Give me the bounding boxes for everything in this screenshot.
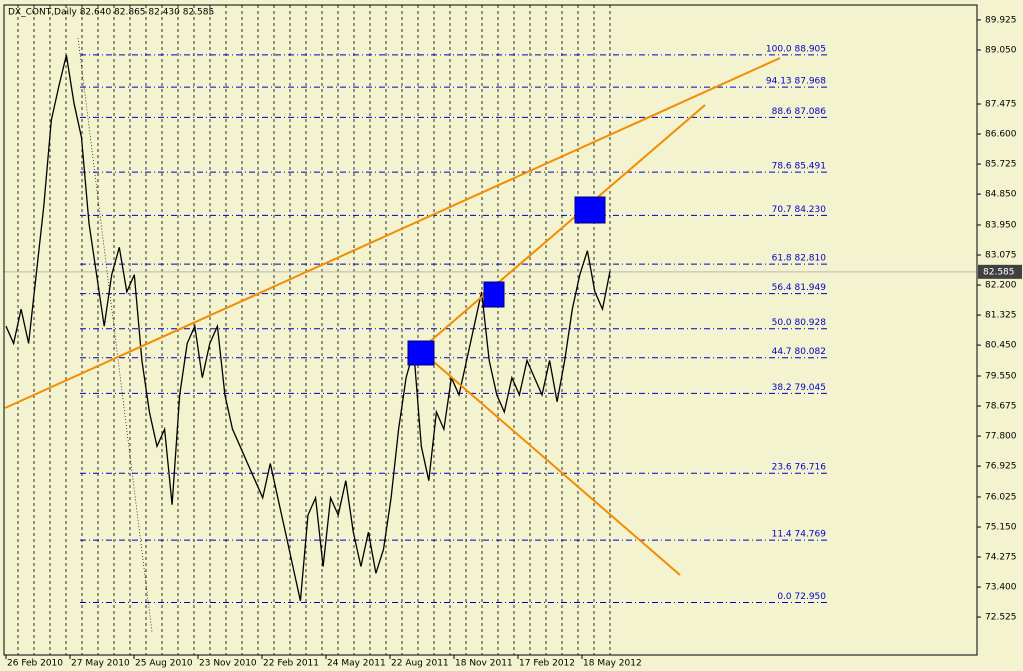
x-tick-label: 22 Feb 2011 [263, 659, 319, 669]
x-tick-label: 18 Nov 2011 [455, 659, 513, 669]
fib-level-label: 38.2 79.045 [772, 383, 826, 393]
y-tick-label: 78.675 [985, 402, 1017, 412]
x-tick-label: 26 Feb 2010 [7, 659, 63, 669]
x-tick-label: 23 Nov 2010 [199, 659, 257, 669]
y-tick-label: 83.075 [985, 251, 1017, 261]
y-tick-label: 79.550 [985, 371, 1017, 381]
x-tick-label: 27 May 2010 [71, 659, 130, 669]
vertical-grid [17, 5, 611, 655]
x-tick-label: 18 May 2012 [583, 659, 642, 669]
fib-baseline [77, 37, 153, 633]
fib-level-label: 61.8 82.810 [772, 254, 827, 264]
fib-level-label: 11.4 74.769 [772, 530, 827, 540]
x-tick-label: 25 Aug 2010 [135, 659, 193, 669]
y-tick-label: 89.925 [985, 15, 1017, 25]
y-tick-label: 74.275 [985, 553, 1017, 563]
marker-box [483, 281, 505, 308]
y-tick-label: 83.950 [985, 220, 1017, 230]
price-series [4, 54, 977, 601]
y-tick-label: 82.200 [985, 281, 1017, 291]
axes: 89.925 89.050 87.475 86.600 85.725 84.850 83.9… [5, 15, 1022, 669]
y-tick-label: 76.025 [985, 492, 1017, 502]
marker-box [407, 340, 435, 366]
fib-level-label: 23.6 76.716 [772, 463, 827, 473]
y-tick-label: 76.925 [985, 462, 1017, 472]
current-price-box [978, 264, 1022, 279]
trend-line [419, 104, 706, 351]
y-tick-label: 73.400 [985, 583, 1017, 593]
y-tick-label: 85.725 [985, 160, 1017, 170]
fib-level-label: 94.13 87.968 [766, 77, 826, 87]
fibonacci-levels: 100.0 88.905 94.13 87.968 88.6 87.086 78.6 … [80, 44, 830, 603]
fib-level-label: 0.0 72.950 [777, 592, 826, 602]
fib-level-label: 78.6 85.491 [772, 162, 826, 172]
fib-level-label: 70.7 84.230 [772, 205, 827, 215]
fib-level-label: 50.0 80.928 [772, 318, 827, 328]
y-tick-label: 80.450 [985, 341, 1017, 351]
fib-level-label: 44.7 80.082 [772, 347, 826, 357]
trend-line [4, 57, 781, 409]
y-tick-label: 75.150 [985, 522, 1017, 532]
y-tick-label: 81.325 [985, 311, 1017, 321]
fib-level-label: 56.4 81.949 [772, 283, 827, 293]
fib-level-label: 100.0 88.905 [766, 44, 826, 54]
current-price-label: 82.585 [983, 267, 1015, 277]
y-tick-label: 87.475 [985, 100, 1017, 110]
y-tick-label: 86.600 [985, 130, 1017, 140]
x-tick-label: 17 Feb 2012 [519, 659, 575, 669]
chart-title: DX_CONT,Daily 82.640 82.865 82.430 82.58… [8, 8, 214, 18]
y-tick-label: 89.050 [985, 45, 1017, 55]
y-tick-label: 84.850 [985, 190, 1017, 200]
price-line [5, 54, 611, 601]
x-tick-label: 22 Aug 2011 [391, 659, 449, 669]
plot-frame [3, 4, 978, 656]
fib-level-label: 88.6 87.086 [772, 107, 827, 117]
y-tick-label: 77.800 [985, 432, 1017, 442]
y-tick-label: 72.525 [985, 613, 1017, 623]
marker-box [574, 196, 606, 224]
trend-line [419, 349, 681, 576]
x-tick-label: 24 May 2011 [327, 659, 386, 669]
